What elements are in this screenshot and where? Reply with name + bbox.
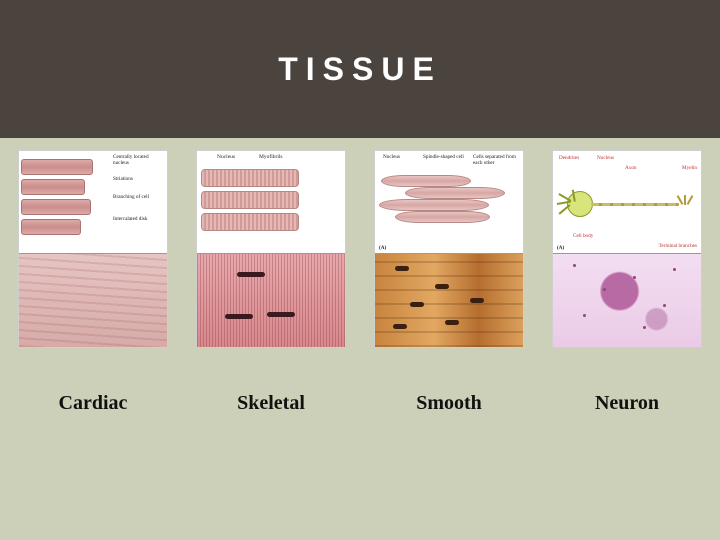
cardiac-callout-disk: Intercalated disk	[113, 217, 165, 223]
cardiac-callout-nucleus: Centrally located nucleus	[113, 155, 165, 166]
smooth-photo	[375, 254, 523, 347]
neuron-callout-terminal: Terminal branches	[653, 243, 697, 249]
image-row: Centrally located nucleus Striations Bra…	[18, 150, 702, 348]
smooth-diagram: Nucleus Spindle-shaped cell Cells separa…	[375, 151, 523, 254]
smooth-callout-spindle: Spindle-shaped cell	[423, 154, 464, 160]
panel-neuron: Dendrites Nucleus Axon Myelin Cel	[552, 150, 702, 348]
neuron-terminal-icon	[675, 195, 693, 213]
skeletal-callout-nucleus: Nucleus	[217, 154, 235, 160]
neuron-axon-icon	[591, 203, 679, 206]
neuron-body-icon	[567, 191, 593, 217]
skeletal-photo	[197, 254, 345, 347]
label-neuron: Neuron	[552, 392, 702, 415]
label-smooth: Smooth	[374, 392, 524, 415]
neuron-photo	[553, 254, 701, 347]
neuron-callout-dendrites: Dendrites	[559, 155, 579, 161]
cardiac-diagram: Centrally located nucleus Striations Bra…	[19, 151, 167, 254]
smooth-marker: (A)	[379, 245, 386, 251]
slide: TISSUE Centrally located nucleus Striati…	[0, 0, 720, 540]
skeletal-callout-myofibrils: Myofibrils	[259, 154, 283, 160]
neuron-callout-nucleus: Nucleus	[597, 155, 614, 161]
panel-cardiac: Centrally located nucleus Striations Bra…	[18, 150, 168, 348]
label-row: Cardiac Skeletal Smooth Neuron	[18, 392, 702, 415]
neuron-callout-myelin: Myelin	[682, 165, 697, 171]
panel-smooth: Nucleus Spindle-shaped cell Cells separa…	[374, 150, 524, 348]
skeletal-diagram: Nucleus Myofibrils	[197, 151, 345, 254]
label-cardiac: Cardiac	[18, 392, 168, 415]
smooth-callout-separated: Cells separated from each other	[473, 154, 521, 166]
neuron-callout-axon: Axon	[625, 165, 637, 171]
neuron-diagram: Dendrites Nucleus Axon Myelin Cel	[553, 151, 701, 254]
label-skeletal: Skeletal	[196, 392, 346, 415]
slide-title: TISSUE	[278, 51, 442, 88]
neuron-marker: (A)	[557, 245, 564, 251]
smooth-callout-nucleus: Nucleus	[383, 154, 400, 160]
neuron-callout-cellbody: Cell body	[573, 233, 593, 239]
panel-skeletal: Nucleus Myofibrils	[196, 150, 346, 348]
cardiac-callout-branching: Branching of cell	[113, 195, 165, 201]
cardiac-callout-striations: Striations	[113, 177, 165, 183]
cardiac-photo	[19, 254, 167, 347]
slide-header: TISSUE	[0, 0, 720, 138]
slide-body: Centrally located nucleus Striations Bra…	[0, 138, 720, 540]
